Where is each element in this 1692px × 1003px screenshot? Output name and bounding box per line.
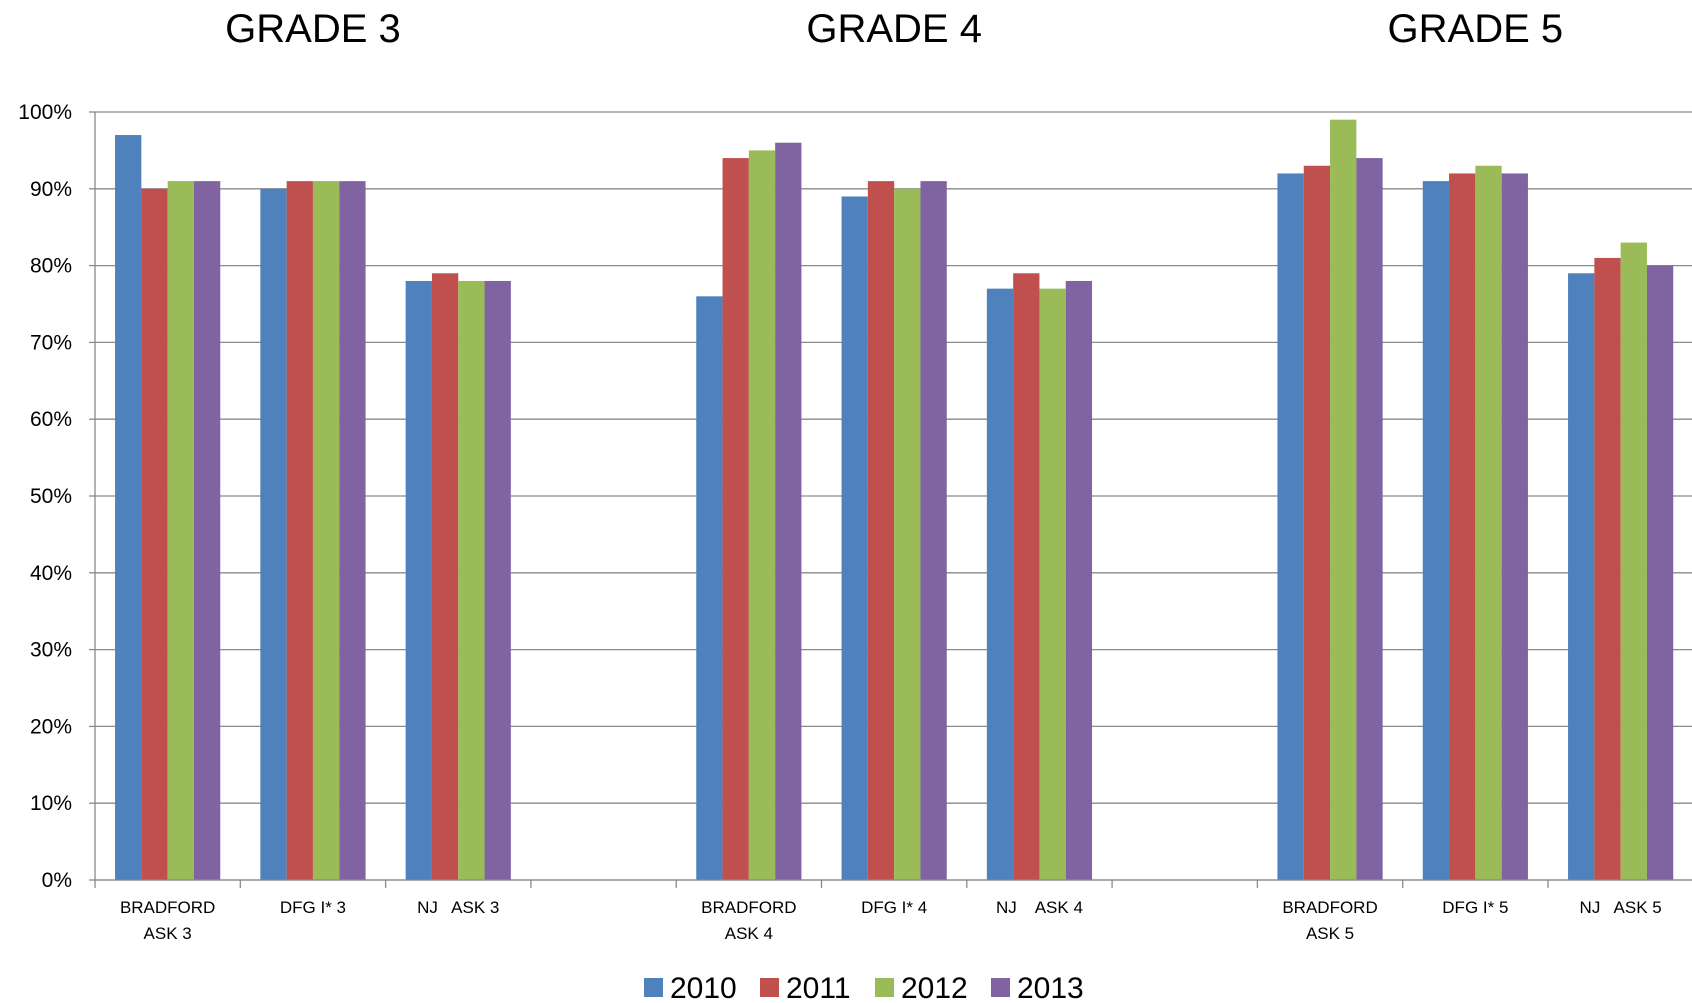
bar-2010 [260,188,287,881]
bar-2013 [920,181,947,880]
y-tick-label: 20% [30,715,72,738]
bar-2011 [722,158,749,880]
bar-2013 [1356,158,1383,880]
legend-label: 2011 [786,972,851,1003]
legend-swatch [644,978,663,997]
bar-2011 [1013,273,1040,880]
bar-2011 [1303,165,1331,880]
y-tick-label: 60% [30,408,72,431]
bar-2011 [286,181,313,880]
bar-2012 [458,280,485,881]
bar-2012 [748,150,776,880]
grade-title: GRADE 5 [1388,7,1564,51]
bar-2013 [484,280,511,881]
y-tick-label: 0% [42,869,72,892]
category-label: DFG I* 3 [280,898,346,917]
y-tick-label: 10% [30,792,72,815]
legend-swatch [991,978,1010,997]
bar-2012 [1620,242,1647,880]
legend-swatch [875,978,894,997]
category-label: ASK 4 [725,924,773,943]
category-label: DFG I* 4 [861,898,927,917]
y-tick-label: 100% [18,101,72,124]
y-tick-label: 80% [30,255,72,278]
bar-2010 [405,280,432,881]
bar-2013 [1646,265,1674,881]
bar-2013 [775,142,802,881]
category-label: DFG I* 5 [1442,898,1508,917]
y-tick-label: 90% [30,178,72,201]
grade-title: GRADE 3 [225,7,401,51]
bar-2010 [696,296,723,880]
bar-2012 [312,181,340,880]
bar-2012 [167,181,194,880]
y-tick-label: 70% [30,331,72,354]
category-label: BRADFORD [1282,898,1377,917]
legend-label: 2010 [670,972,737,1003]
bar-2010 [1422,181,1450,880]
bar-2013 [339,181,366,880]
bar-2013 [1501,173,1528,880]
bar-2011 [867,181,895,880]
bar-2013 [1065,280,1093,881]
legend-swatch [760,978,779,997]
bar-2012 [894,188,921,881]
category-label: NJ ASK 3 [417,898,499,917]
bar-2011 [141,188,168,881]
bar-2012 [1039,288,1066,880]
category-label: ASK 5 [1306,924,1354,943]
category-label: BRADFORD [120,898,215,917]
bar-2011 [431,273,459,880]
legend-label: 2012 [901,972,968,1003]
category-label: ASK 3 [144,924,192,943]
category-label: NJ ASK 5 [1580,898,1662,917]
category-label: NJ ASK 4 [996,898,1083,917]
bar-2012 [1330,119,1357,881]
y-tick-label: 50% [30,485,72,508]
bar-2010 [1568,273,1595,880]
grade-title: GRADE 4 [806,7,982,51]
bar-2012 [1475,165,1502,880]
bar-2011 [1449,173,1476,880]
bar-2010 [841,196,868,881]
y-tick-label: 40% [30,562,72,585]
y-tick-label: 30% [30,639,72,662]
bar-2013 [193,181,221,880]
bar-2010 [115,135,142,881]
bar-2010 [986,288,1014,880]
category-label: BRADFORD [701,898,796,917]
bar-2010 [1277,173,1304,880]
legend-label: 2013 [1017,972,1084,1003]
bar-2011 [1594,257,1621,880]
